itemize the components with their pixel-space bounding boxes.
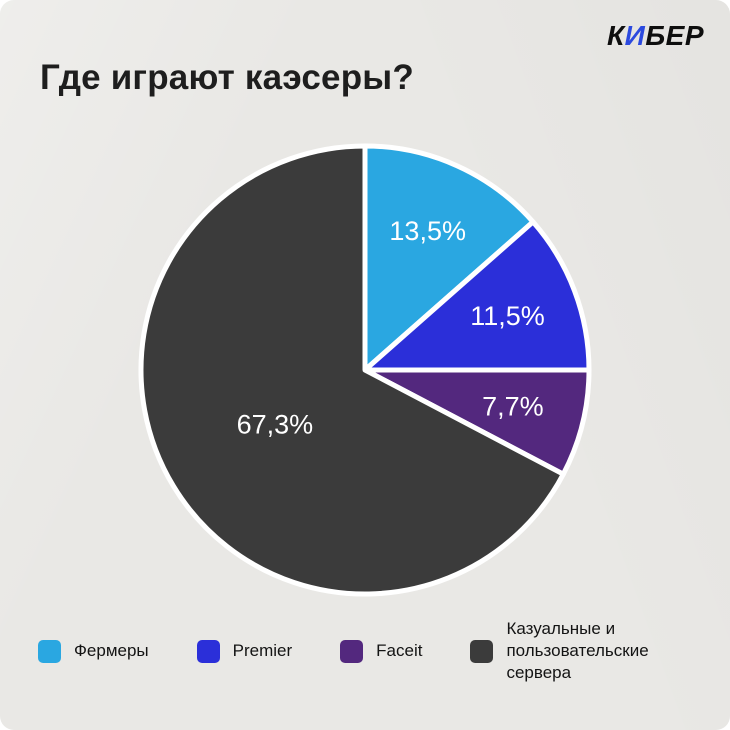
brand-logo-prefix: К xyxy=(606,20,625,51)
legend-swatch-0 xyxy=(38,639,61,663)
legend-label-1: Premier xyxy=(232,641,293,661)
chart-legend: Фермеры Premier Faceit Казуальные и пользов… xyxy=(38,618,714,684)
legend-item-2: Faceit xyxy=(340,639,423,663)
brand-logo-accent: И xyxy=(624,20,646,51)
legend-label-2: Faceit xyxy=(376,641,423,661)
pie-slice-label-0: 13,5% xyxy=(389,216,466,246)
legend-label-0: Фермеры xyxy=(74,641,149,661)
legend-item-0: Фермеры xyxy=(38,639,149,663)
legend-item-3: Казуальные и пользовательские сервера xyxy=(470,618,681,684)
pie-slice-1 xyxy=(362,219,592,373)
pie-slice-label-3: 67,3% xyxy=(237,409,314,439)
legend-swatch-3 xyxy=(470,639,494,663)
page-title: Где играют каэсеры? xyxy=(40,58,414,97)
pie-slice-0 xyxy=(362,143,536,373)
pie-slice-label-1: 11,5% xyxy=(470,301,545,331)
legend-swatch-1 xyxy=(196,639,220,663)
legend-label-3: Казуальные и пользовательские сервера xyxy=(506,619,649,683)
pie-slice-3 xyxy=(138,143,566,597)
pie-chart-container: 13,5% 11,5% 7,7% 67,3% xyxy=(135,140,595,600)
legend-item-1: Premier xyxy=(196,639,293,663)
brand-logo-suffix: БЕР xyxy=(645,20,704,51)
pie-chart: 13,5% 11,5% 7,7% 67,3% xyxy=(138,143,592,597)
brand-logo: КИБЕР xyxy=(607,20,704,52)
legend-swatch-2 xyxy=(340,639,364,663)
pie-slice-label-2: 7,7% xyxy=(482,392,544,422)
